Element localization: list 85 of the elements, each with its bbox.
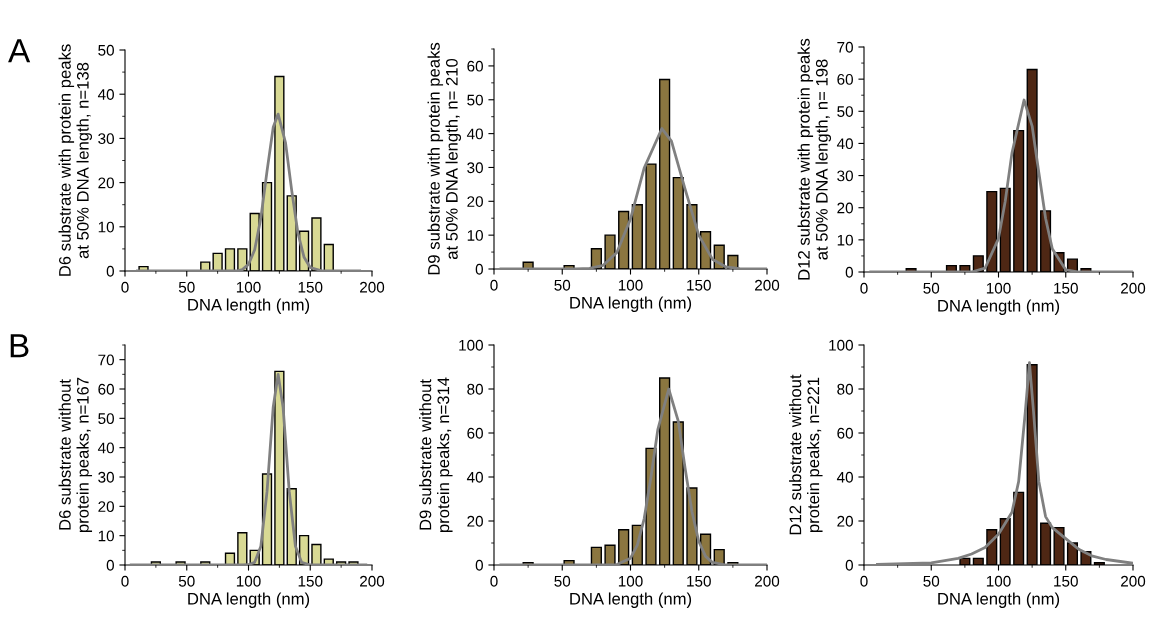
- x-tick-label: 50: [554, 575, 571, 587]
- x-tick-label: 200: [755, 575, 780, 587]
- y-tick-label: 60: [98, 383, 114, 395]
- y-tick-label: 20: [98, 501, 114, 513]
- x-tick-label: 100: [618, 279, 643, 291]
- x-axis-title: DNA length (nm): [938, 592, 1060, 608]
- y-tick-label: 0: [845, 559, 853, 571]
- x-tick-label: 200: [755, 279, 780, 291]
- x-tick-label: 150: [298, 575, 323, 587]
- y-tick-label: 100: [459, 339, 483, 351]
- y-axis-title: D9 substrate with protein peaks at 50% DNA length, n= 210: [427, 42, 462, 275]
- y-tick-label: 60: [467, 427, 483, 439]
- x-tick-label: 150: [687, 575, 711, 587]
- y-tick-label: 0: [845, 266, 853, 278]
- y-tick-label: 70: [837, 41, 853, 53]
- y-tick-label: 0: [106, 265, 114, 277]
- y-tick-label: 30: [467, 162, 483, 174]
- x-tick-label: 100: [986, 282, 1011, 294]
- y-axis-title: D12 substrate without protein peaks, n=221: [789, 374, 823, 535]
- x-tick-label: 200: [1121, 575, 1146, 587]
- y-tick-label: 40: [836, 471, 853, 483]
- x-tick-label: 100: [236, 575, 261, 587]
- y-tick-label: 80: [467, 383, 483, 395]
- x-axis-title: DNA length (nm): [188, 592, 310, 608]
- y-tick-label: 10: [837, 234, 853, 246]
- y-tick-label: 10: [98, 221, 114, 233]
- x-tick-label: 150: [298, 281, 323, 293]
- y-tick-label: 0: [106, 559, 114, 571]
- y-axis-title: D6 substrate with protein peaks at 50% DNA length, n=138: [58, 44, 93, 276]
- x-tick-label: 50: [178, 281, 195, 293]
- x-tick-label: 0: [860, 575, 868, 587]
- y-tick-label: 50: [467, 94, 483, 106]
- y-tick-label: 20: [467, 515, 483, 527]
- y-tick-label: 50: [98, 44, 114, 56]
- x-tick-label: 150: [1054, 575, 1078, 587]
- y-tick-label: 20: [467, 196, 483, 207]
- x-axis-title: DNA length (nm): [570, 296, 692, 312]
- y-tick-label: 50: [98, 413, 114, 425]
- y-tick-label: 40: [836, 138, 853, 150]
- y-tick-label: 40: [466, 471, 483, 483]
- x-tick-label: 150: [1054, 282, 1078, 294]
- x-tick-label: 100: [236, 281, 261, 293]
- y-tick-label: 60: [837, 74, 853, 85]
- y-tick-label: 40: [97, 442, 114, 454]
- x-tick-label: 100: [986, 575, 1011, 587]
- x-tick-label: 100: [618, 575, 643, 587]
- y-tick-label: 80: [837, 383, 853, 395]
- text: A: [8, 39, 31, 63]
- text: B: [10, 334, 29, 358]
- x-tick-label: 50: [923, 282, 940, 294]
- x-tick-label: 0: [490, 279, 498, 291]
- y-tick-label: 40: [466, 128, 483, 140]
- x-axis-title: DNA length (nm): [570, 592, 692, 608]
- x-tick-label: 0: [490, 575, 498, 587]
- x-tick-label: 200: [1121, 282, 1146, 294]
- x-tick-label: 0: [121, 281, 129, 293]
- y-tick-label: 0: [475, 263, 483, 275]
- x-tick-label: 0: [121, 575, 129, 587]
- y-axis-title: D12 substrate with protein peaks at 50% DNA length, n= 198: [797, 38, 832, 280]
- y-tick-label: 10: [98, 530, 114, 542]
- y-axis-title: D9 substrate without protein peaks, n=314: [419, 377, 453, 532]
- y-tick-label: 50: [837, 106, 853, 117]
- y-axis-title: D6 substrate without protein peaks, n=167: [58, 377, 93, 532]
- x-tick-label: 200: [360, 575, 385, 587]
- y-tick-label: 40: [97, 89, 114, 100]
- x-tick-label: 200: [360, 281, 385, 293]
- x-axis-title: DNA length (nm): [188, 298, 310, 314]
- y-tick-label: 70: [98, 354, 114, 366]
- x-tick-label: 0: [860, 282, 868, 294]
- y-tick-label: 100: [829, 339, 853, 351]
- x-tick-label: 150: [687, 279, 711, 291]
- y-tick-label: 20: [837, 515, 853, 527]
- y-tick-label: 30: [98, 133, 114, 145]
- y-tick-label: 20: [98, 177, 114, 189]
- x-tick-label: 50: [554, 279, 571, 291]
- y-tick-label: 0: [475, 559, 483, 571]
- y-tick-label: 20: [837, 202, 853, 214]
- x-tick-label: 50: [178, 575, 195, 587]
- y-tick-label: 30: [837, 170, 853, 182]
- y-tick-label: 60: [467, 60, 483, 72]
- x-axis-title: DNA length (nm): [938, 299, 1060, 315]
- y-tick-label: 60: [837, 427, 853, 439]
- y-tick-label: 30: [98, 471, 114, 483]
- x-tick-label: 50: [923, 575, 940, 587]
- y-tick-label: 10: [467, 230, 483, 241]
